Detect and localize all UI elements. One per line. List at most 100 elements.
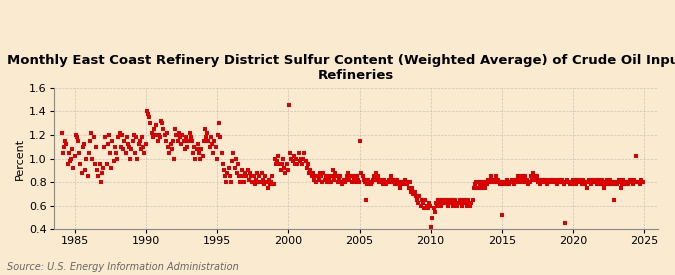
Point: [451, 201, 462, 205]
Point: [101, 162, 112, 167]
Point: [296, 156, 306, 161]
Point: [163, 145, 173, 149]
Point: [307, 170, 318, 175]
Point: [217, 162, 228, 167]
Point: [486, 178, 497, 182]
Point: [478, 182, 489, 187]
Point: [484, 180, 495, 184]
Point: [207, 142, 217, 147]
Point: [228, 150, 239, 155]
Point: [511, 180, 522, 184]
Point: [533, 180, 543, 184]
Point: [354, 180, 364, 184]
Point: [375, 178, 385, 182]
Point: [134, 139, 145, 143]
Point: [544, 178, 555, 182]
Point: [624, 180, 634, 184]
Point: [151, 123, 162, 128]
Point: [88, 135, 99, 139]
Point: [287, 159, 298, 163]
Point: [558, 180, 568, 184]
Point: [525, 174, 536, 178]
Point: [293, 150, 304, 155]
Point: [161, 130, 172, 135]
Point: [213, 133, 223, 137]
Point: [235, 180, 246, 184]
Point: [197, 154, 208, 158]
Point: [62, 162, 73, 167]
Point: [158, 127, 169, 131]
Point: [285, 150, 296, 155]
Point: [242, 168, 253, 172]
Point: [479, 186, 490, 190]
Point: [448, 201, 459, 205]
Point: [238, 174, 248, 178]
Point: [506, 178, 517, 182]
Point: [123, 142, 134, 147]
Point: [258, 178, 269, 182]
Point: [94, 162, 105, 167]
Point: [284, 103, 294, 108]
Point: [393, 182, 404, 187]
Point: [93, 174, 104, 178]
Point: [514, 178, 524, 182]
Point: [434, 201, 445, 205]
Point: [248, 174, 259, 178]
Point: [460, 201, 471, 205]
Point: [283, 168, 294, 172]
Point: [637, 180, 647, 184]
Point: [195, 156, 206, 161]
Point: [443, 204, 454, 208]
Point: [452, 204, 462, 208]
Point: [587, 178, 598, 182]
Point: [470, 182, 481, 187]
Point: [516, 174, 526, 178]
Point: [437, 201, 448, 205]
Point: [271, 162, 281, 167]
Point: [321, 180, 332, 184]
Point: [614, 180, 625, 184]
Point: [381, 182, 392, 187]
Point: [369, 174, 380, 178]
Point: [558, 182, 569, 187]
Point: [130, 150, 140, 155]
Y-axis label: Percent: Percent: [15, 138, 25, 180]
Point: [332, 180, 343, 184]
Point: [376, 180, 387, 184]
Point: [362, 182, 373, 187]
Point: [80, 168, 90, 172]
Point: [263, 186, 273, 190]
Point: [312, 174, 323, 178]
Point: [477, 180, 487, 184]
Point: [203, 139, 214, 143]
Point: [425, 204, 435, 208]
Point: [508, 180, 518, 184]
Point: [249, 182, 260, 187]
Text: Source: U.S. Energy Information Administration: Source: U.S. Energy Information Administ…: [7, 262, 238, 272]
Point: [603, 180, 614, 184]
Point: [503, 180, 514, 184]
Point: [360, 180, 371, 184]
Point: [385, 174, 396, 178]
Point: [467, 198, 478, 202]
Point: [373, 174, 383, 178]
Point: [493, 180, 504, 184]
Point: [364, 180, 375, 184]
Point: [131, 135, 142, 139]
Point: [560, 221, 570, 226]
Point: [148, 127, 159, 131]
Point: [198, 139, 209, 143]
Point: [528, 170, 539, 175]
Point: [277, 162, 288, 167]
Point: [196, 147, 207, 151]
Point: [605, 178, 616, 182]
Point: [428, 206, 439, 210]
Point: [636, 178, 647, 182]
Point: [176, 142, 187, 147]
Point: [356, 170, 367, 175]
Point: [277, 156, 288, 161]
Point: [288, 154, 299, 158]
Point: [161, 139, 171, 143]
Point: [337, 182, 348, 187]
Point: [464, 201, 475, 205]
